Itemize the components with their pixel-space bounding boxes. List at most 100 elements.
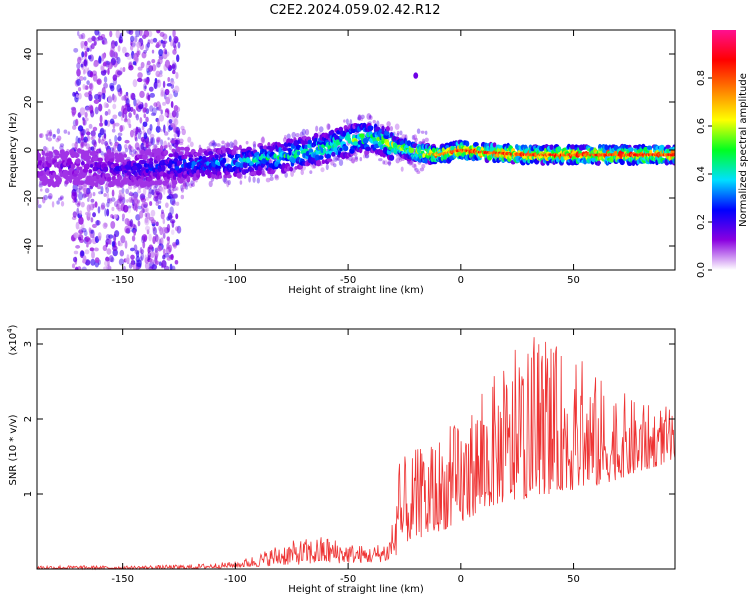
spectrogram-cell [90, 181, 96, 187]
spectrogram-cell [76, 202, 80, 208]
spectrogram-cell [177, 130, 181, 135]
spectrogram-cell [262, 173, 267, 177]
spectrogram-cell [270, 169, 275, 175]
spectrogram-cell [102, 222, 108, 229]
spectrogram-cell [106, 248, 112, 255]
spectrogram-cell [86, 80, 90, 85]
spectrogram-cell [300, 169, 304, 176]
spectrogram-cell [163, 145, 168, 149]
spectrogram-cell [331, 151, 336, 157]
spectrogram-cell [162, 254, 166, 260]
spectrogram-cell [129, 191, 132, 197]
spectrogram-cell [76, 78, 82, 86]
snr-y-label: SNR (10 * v/v) [8, 414, 19, 485]
spectrogram-cell [299, 131, 304, 138]
spectrogram-cell [72, 124, 77, 130]
spectrogram-cell [104, 260, 109, 267]
spectrogram-cell [63, 129, 68, 134]
spectrogram-cell [111, 189, 115, 197]
spectrogram-cell [143, 30, 150, 38]
spectrogram-cell [105, 241, 109, 248]
spectrogram-cell [144, 212, 148, 218]
spectrogram-cell [110, 197, 116, 202]
spectrogram-cell [114, 40, 118, 47]
spectrogram-cell [75, 94, 79, 99]
spectrogram-cell [51, 201, 55, 208]
spectrogram-cell [126, 199, 129, 203]
spectrogram-cell [442, 158, 448, 164]
spectrogram-cell [80, 139, 84, 148]
spectrogram-cell [672, 153, 675, 157]
spectrogram-cell [172, 30, 176, 38]
spectrogram-cell [133, 109, 136, 116]
spectrogram-cell [148, 188, 153, 195]
spectrogram-cell [132, 149, 137, 155]
spectrogram-cell [145, 137, 150, 144]
spectrogram-cell [123, 107, 128, 115]
spectrogram-cell [77, 30, 80, 37]
spectrogram-cell [95, 174, 100, 180]
spectrogram-cell [180, 125, 185, 131]
spectrogram-cell [157, 179, 163, 186]
spectrogram-cell [152, 236, 156, 245]
spectrogram-cell [187, 136, 192, 143]
spectrogram-cell [106, 201, 110, 208]
spectrogram-cell [156, 30, 161, 34]
spectrogram-cell [173, 193, 179, 199]
spectrogram-cell [173, 105, 179, 112]
spectrogram-cell [85, 131, 91, 136]
spectrogram-cell [76, 207, 80, 216]
y-tick-label: 1 [23, 491, 34, 497]
spectrogram-cell [343, 145, 349, 152]
spectrogram-cell [183, 181, 187, 187]
spectrogram-cell [149, 92, 155, 98]
spectrogram-cell [86, 243, 89, 248]
spectrogram-cell [260, 137, 265, 144]
spectrogram-cell [357, 115, 362, 121]
spectrogram-cell [174, 226, 179, 232]
spectrogram-cell [103, 82, 108, 89]
spectrogram-cell [413, 134, 417, 141]
spectrogram-cell [125, 228, 130, 234]
spectrogram-y-label: Frequency (Hz) [8, 112, 19, 188]
spectrogram-cell [86, 204, 91, 213]
spectrogram-cell [156, 61, 161, 68]
spectrogram-cell [94, 257, 100, 264]
y-tick-label: 40 [23, 48, 34, 61]
spectrogram-cell [100, 151, 104, 156]
spectrogram-cell [130, 258, 135, 268]
spectrogram-cell [169, 263, 173, 270]
spectrogram-cell [165, 167, 169, 172]
spectrogram-cell [104, 208, 107, 217]
spectrogram-cell [56, 135, 62, 141]
spectrogram-cell [141, 201, 146, 206]
spectrogram-cell [424, 130, 428, 135]
spectrogram-cell [88, 227, 92, 233]
spectrogram-cell [127, 205, 132, 209]
spectrogram-cell [168, 153, 174, 158]
spectrogram-cell [120, 235, 126, 244]
spectrogram-cell [197, 149, 204, 154]
spectrogram-cell [78, 229, 84, 235]
spectrogram-data [37, 30, 675, 270]
spectrogram-cell [121, 96, 125, 101]
snr-plot-area [37, 329, 675, 569]
spectrogram-cell [372, 119, 376, 124]
spectrogram-cell [52, 133, 56, 140]
spectrogram-cell [144, 254, 147, 261]
spectrogram-cell [91, 134, 96, 140]
spectrogram-cell [101, 135, 107, 142]
spectrogram-cell [78, 56, 84, 61]
spectrogram-cell [170, 229, 175, 235]
spectrogram-cell [125, 98, 130, 106]
spectrogram-cell [128, 262, 133, 269]
colorbar-tick-label: 0.8 [696, 70, 707, 86]
spectrogram-cell [98, 147, 102, 154]
spectrogram-cell [135, 126, 139, 135]
spectrogram-cell [154, 77, 158, 84]
spectrogram-cell [90, 146, 95, 151]
spectrogram-cell [83, 187, 88, 194]
spectrogram-cell [350, 158, 355, 164]
spectrogram-cell [73, 232, 79, 239]
